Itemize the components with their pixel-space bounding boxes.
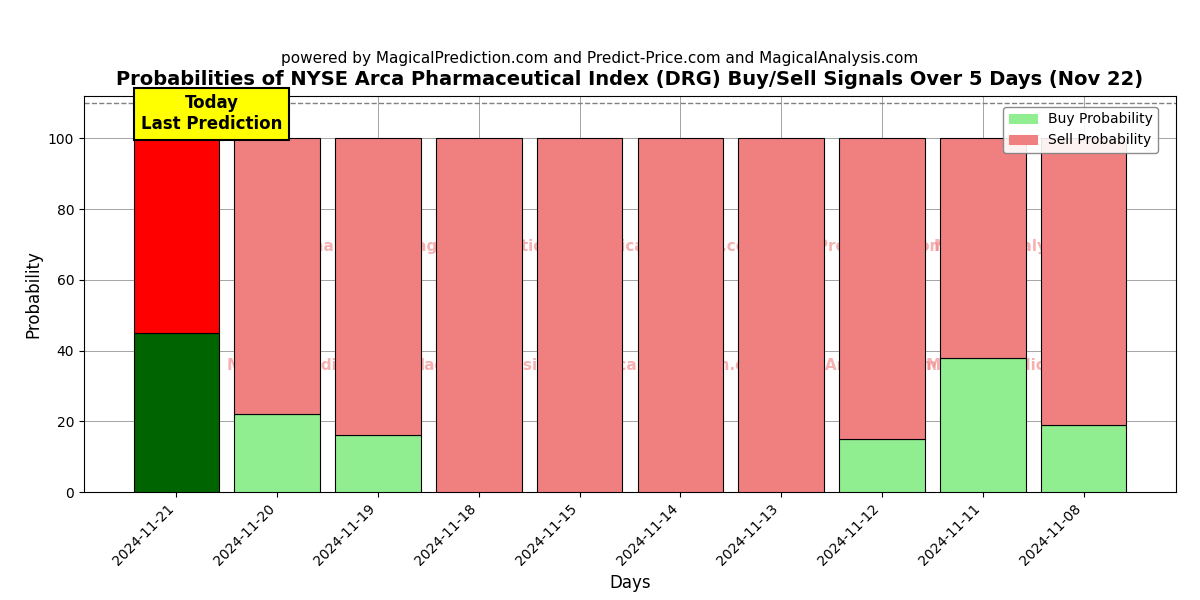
- Bar: [536, 139, 623, 492]
- Text: MagicalAnalysis.com: MagicalAnalysis.com: [934, 239, 1112, 254]
- Title: Probabilities of NYSE Arca Pharmaceutical Index (DRG) Buy/Sell Signals Over 5 Da: Probabilities of NYSE Arca Pharmaceutica…: [116, 70, 1144, 89]
- Bar: [738, 139, 824, 492]
- Bar: [839, 439, 925, 492]
- Bar: [436, 139, 522, 492]
- Text: MagicalAnalysis.com: MagicalAnalysis.com: [584, 239, 763, 254]
- Bar: [234, 414, 320, 492]
- X-axis label: Days: Days: [610, 574, 650, 592]
- Bar: [940, 139, 1026, 358]
- Bar: [234, 139, 320, 414]
- Y-axis label: Probability: Probability: [24, 250, 42, 338]
- Bar: [1040, 139, 1127, 425]
- Text: MagicalAnalysis.com: MagicalAnalysis.com: [410, 358, 588, 373]
- Text: MagicalPrediction.com: MagicalPrediction.com: [576, 358, 770, 373]
- Bar: [133, 333, 220, 492]
- Bar: [940, 358, 1026, 492]
- Text: Today
Last Prediction: Today Last Prediction: [142, 94, 282, 133]
- Text: MagicalPrediction.com: MagicalPrediction.com: [751, 239, 946, 254]
- Text: powered by MagicalPrediction.com and Predict-Price.com and MagicalAnalysis.com: powered by MagicalPrediction.com and Pre…: [281, 51, 919, 66]
- Bar: [637, 139, 724, 492]
- Text: MagicalPrediction.com: MagicalPrediction.com: [402, 239, 596, 254]
- Legend: Buy Probability, Sell Probability: Buy Probability, Sell Probability: [1003, 107, 1158, 153]
- Bar: [335, 436, 421, 492]
- Bar: [839, 139, 925, 439]
- Bar: [335, 139, 421, 436]
- Bar: [133, 139, 220, 333]
- Text: MagicalAnalysis.com: MagicalAnalysis.com: [760, 358, 937, 373]
- Bar: [1040, 425, 1127, 492]
- Text: MagicalPrediction.com: MagicalPrediction.com: [926, 358, 1121, 373]
- Text: MagicalPrediction.com: MagicalPrediction.com: [227, 358, 421, 373]
- Text: MagicalAnalysis.com: MagicalAnalysis.com: [235, 239, 413, 254]
